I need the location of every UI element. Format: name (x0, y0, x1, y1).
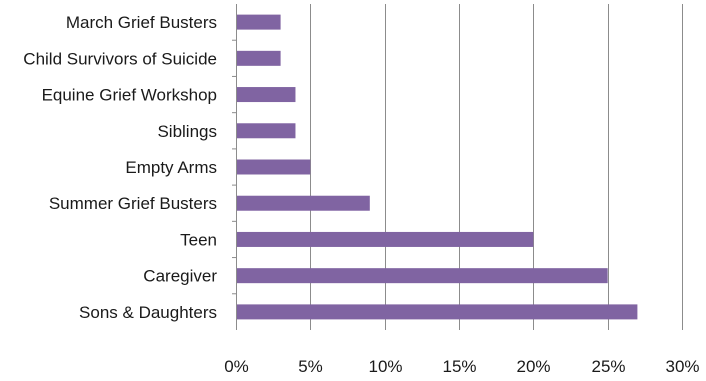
bar (237, 268, 608, 284)
category-label: Siblings (157, 122, 217, 141)
x-tick-label: 30% (665, 357, 699, 376)
category-label: March Grief Busters (66, 13, 217, 32)
category-label: Caregiver (143, 267, 217, 286)
x-tick-label: 5% (298, 357, 323, 376)
bar (237, 123, 296, 139)
bar (237, 50, 281, 66)
category-label: Sons & Daughters (79, 303, 217, 322)
bar (237, 159, 311, 175)
bar (237, 231, 534, 247)
x-tick-label: 15% (442, 357, 476, 376)
category-label: Child Survivors of Suicide (23, 49, 217, 68)
x-tick-label: 10% (368, 357, 402, 376)
x-tick-label: 20% (516, 357, 550, 376)
bar (237, 87, 296, 103)
bars (237, 14, 638, 320)
bar (237, 304, 638, 320)
bar (237, 195, 370, 211)
category-labels: March Grief Busters Child Survivors of Su… (23, 13, 217, 322)
category-label: Summer Grief Busters (49, 194, 217, 213)
axes (232, 4, 237, 330)
x-tick-label: 0% (224, 357, 249, 376)
x-tick-label: 25% (591, 357, 625, 376)
category-label: Equine Grief Workshop (42, 86, 217, 105)
x-tick-labels: 0% 5% 10% 15% 20% 25% 30% (224, 357, 699, 376)
category-label: Empty Arms (125, 158, 217, 177)
category-label: Teen (180, 230, 217, 249)
bar (237, 14, 281, 30)
